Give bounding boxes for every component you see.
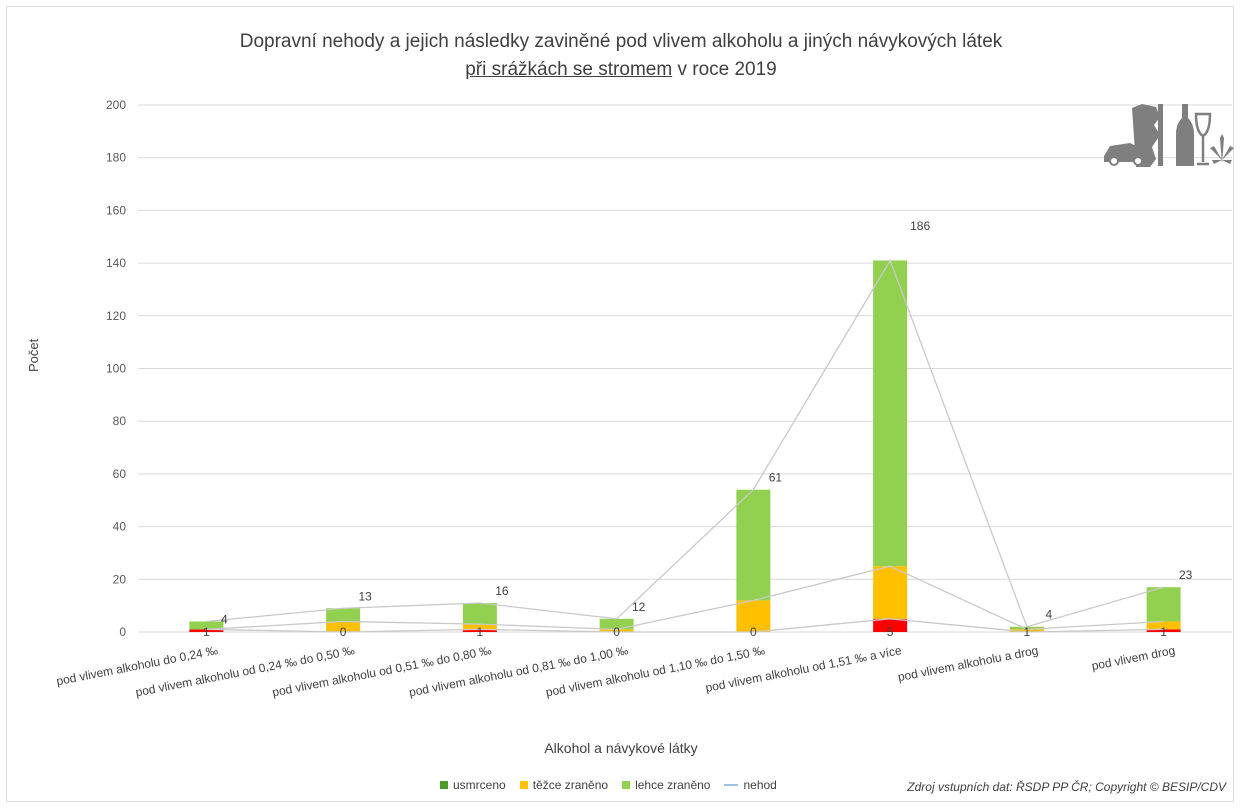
- y-tick-label: 100: [106, 362, 126, 376]
- legend: usmrceno těžce zraněno lehce zraněno neh…: [440, 778, 777, 792]
- bottle-icon: [1176, 104, 1194, 166]
- y-tick-label: 180: [106, 151, 126, 165]
- bar-lehce: [1146, 587, 1181, 622]
- source-note: Zdroj vstupních dat: ŘSDP PP ČR; Copyrig…: [907, 780, 1226, 794]
- legend-label-lehce: lehce zraněno: [635, 778, 711, 792]
- bar-usmrceno: [873, 618, 908, 632]
- bar-tezce: [1009, 629, 1044, 632]
- x-tick-label: pod vlivem alkoholu od 0,51 ‰ do 0,80 ‰: [271, 643, 492, 699]
- legend-label-nehod: nehod: [743, 778, 777, 792]
- bar-lehce: [326, 608, 361, 622]
- wine-glass-icon: [1194, 112, 1212, 166]
- bar-usmrceno: [1146, 629, 1181, 632]
- data-label-nehod: 13: [358, 589, 372, 603]
- x-axis-label: Alkohol a návykové látky: [544, 740, 698, 756]
- y-tick-label: 60: [113, 467, 127, 481]
- bar-lehce: [189, 621, 224, 630]
- bar-lehce: [599, 618, 634, 630]
- data-label-usmrceno: 1: [203, 625, 210, 639]
- cannabis-leaf-icon: [1210, 134, 1234, 164]
- x-tick-label: pod vlivem alkoholu a drog: [897, 643, 1040, 684]
- bar-lehce: [462, 603, 497, 625]
- data-label-usmrceno: 0: [613, 625, 620, 639]
- chart-title-line2: při srážkách se stromem v roce 2019: [0, 59, 1242, 81]
- y-tick-label: 40: [113, 520, 127, 534]
- y-tick-label: 0: [119, 625, 126, 639]
- bar-usmrceno: [189, 629, 224, 632]
- bar-lehce: [1009, 626, 1044, 630]
- series-lines: [206, 258, 1164, 633]
- data-label-usmrceno: 0: [750, 625, 757, 639]
- chart-frame: [6, 6, 1234, 802]
- data-label-nehod: 16: [495, 584, 509, 598]
- series-line-cumulative: [206, 565, 1164, 631]
- legend-swatch-lehce: [622, 781, 631, 789]
- y-tick-label: 160: [106, 203, 126, 217]
- bar-lehce: [873, 260, 908, 567]
- bar-tezce: [873, 566, 908, 619]
- legend-swatch-usmrceno: [440, 781, 448, 789]
- bar-usmrceno: [462, 629, 497, 632]
- data-label-nehod: 4: [221, 612, 228, 626]
- y-tick-labels: 0 20 40 60 80 100 120 140 160 180 200: [106, 98, 126, 639]
- y-tick-label: 140: [106, 256, 126, 270]
- chart-title-line1: Dopravní nehody a jejich následky zavině…: [239, 31, 1003, 52]
- legend-label-usmrceno: usmrceno: [453, 778, 506, 792]
- x-tick-label: pod vlivem alkoholu od 0,81 ‰ do 1,00 ‰: [408, 643, 629, 699]
- legend-swatch-tezce: [519, 781, 528, 789]
- y-tick-label: 80: [113, 414, 127, 428]
- data-label-usmrceno: 1: [1160, 625, 1167, 639]
- bar-tezce: [1146, 621, 1181, 630]
- bar-tezce: [462, 624, 497, 630]
- data-label-nehod: 61: [769, 471, 783, 485]
- bar-tezce: [736, 600, 771, 632]
- bars: [189, 260, 1181, 632]
- x-tick-label: pod vlivem alkoholu od 1,10 ‰ do 1,50 ‰: [545, 643, 766, 699]
- x-tick-label: pod vlivem drog: [1090, 643, 1176, 673]
- series-line-cumulative: [206, 618, 1164, 633]
- chart-title-rest: v roce 2019: [672, 59, 777, 80]
- bar-tezce: [599, 629, 634, 632]
- y-axis-label: Počet: [26, 338, 41, 372]
- data-label-usmrceno: 1: [1024, 625, 1031, 639]
- data-label-nehod: 12: [632, 600, 646, 614]
- x-tick-labels: pod vlivem alkoholu do 0,24 ‰pod vlivem …: [55, 643, 1176, 699]
- y-tick-label: 200: [106, 98, 126, 112]
- data-label-usmrceno: 1: [477, 625, 484, 639]
- data-label-nehod: 23: [1179, 568, 1193, 582]
- y-tick-label: 120: [106, 309, 126, 323]
- data-label-nehod: 4: [1046, 608, 1053, 622]
- legend-item-nehod: nehod: [724, 778, 777, 792]
- series-line-cumulative: [206, 258, 1164, 628]
- legend-item-usmrceno: usmrceno: [440, 778, 506, 792]
- data-label-usmrceno: 0: [340, 625, 347, 639]
- y-tick-label: 20: [113, 572, 127, 586]
- legend-item-lehce: lehce zraněno: [622, 778, 710, 792]
- gridlines: [138, 104, 1232, 633]
- data-label-nehod: 186: [910, 219, 930, 233]
- legend-label-tezce: těžce zraněno: [532, 778, 609, 792]
- bar-lehce: [736, 489, 771, 601]
- legend-item-tezce: těžce zraněno: [519, 778, 609, 792]
- chart-title-underlined: při srážkách se stromem: [465, 59, 673, 80]
- bar-tezce: [326, 621, 361, 632]
- data-label-usmrceno: 5: [887, 625, 894, 639]
- car-crash-tree-icon: [1104, 104, 1163, 167]
- x-tick-label: pod vlivem alkoholu od 0,24 ‰ do 0,50 ‰: [134, 643, 355, 699]
- legend-swatch-nehod: [724, 784, 739, 786]
